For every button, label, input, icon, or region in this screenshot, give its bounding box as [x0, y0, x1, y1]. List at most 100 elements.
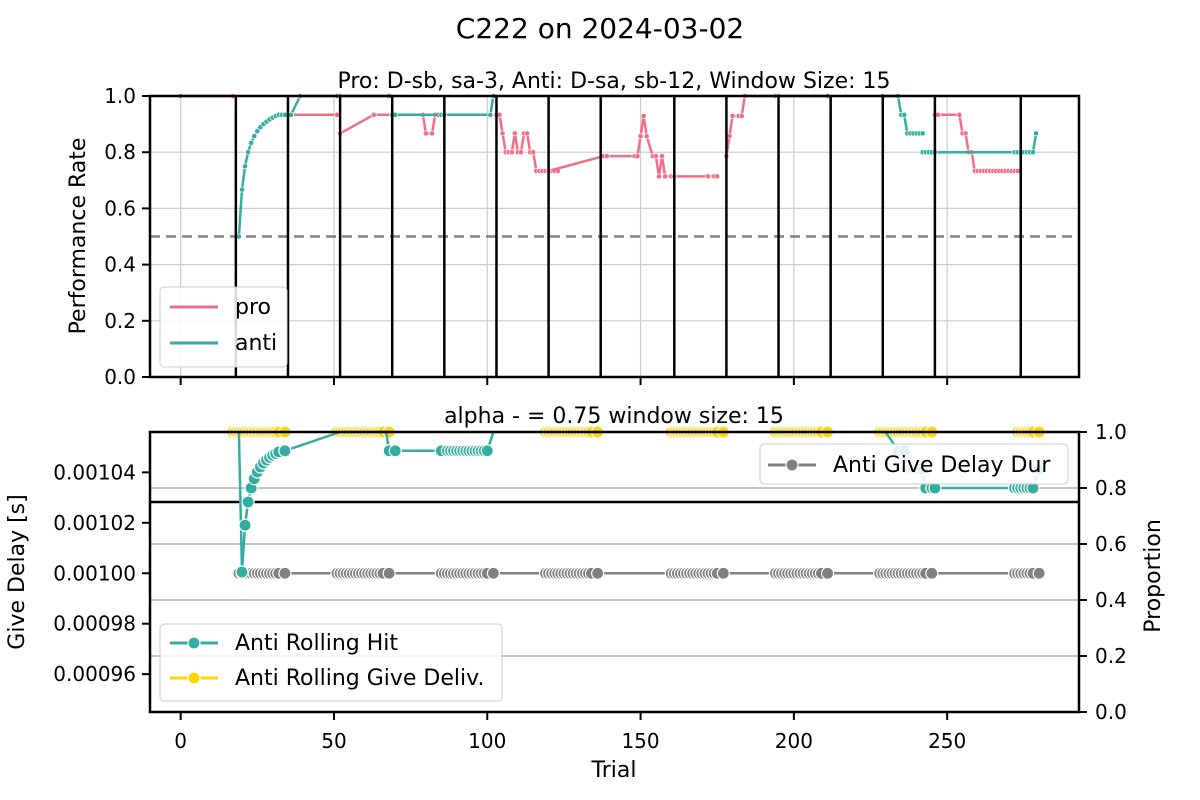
- anti-point: [919, 130, 926, 137]
- pro-point: [530, 149, 537, 156]
- rolling-hit-point: [480, 444, 494, 458]
- give-delay-dur-point: [591, 566, 605, 580]
- proportion-y-tick-label: 0.0: [1095, 700, 1127, 724]
- performance-y-tick-label: 0.6: [104, 196, 136, 220]
- give-delay-dur-point: [820, 566, 835, 580]
- legend-give-delay-dur-marker: [785, 458, 799, 472]
- pro-line-4: [548, 114, 672, 178]
- performance-y-tick-label: 0.8: [104, 140, 136, 164]
- performance-plot-frame: [148, 94, 1081, 379]
- anti-line-0: [237, 113, 285, 237]
- pro-point: [738, 113, 745, 119]
- anti-line-1: [289, 94, 337, 116]
- anti-point: [1033, 130, 1039, 137]
- give-delay-y-tick-label: 0.00100: [53, 561, 136, 585]
- give-delay-x-tick-label: 50: [321, 729, 346, 753]
- anti-point: [239, 186, 245, 193]
- pro-point: [652, 153, 659, 160]
- performance-y-ticks: 0.0 0.2 0.4 0.6 0.8 1.0: [104, 84, 150, 389]
- legend-pro-label: pro: [235, 295, 271, 320]
- rolling-hit-point: [238, 518, 252, 532]
- give-delay-x-tick-label: 0: [174, 729, 187, 753]
- give-delay-x-label: Trial: [591, 758, 637, 783]
- legend-rolling-hit-marker: [187, 636, 201, 650]
- proportion-y-tick-label: 0.6: [1095, 532, 1127, 556]
- give-delay-plot-frame: [148, 430, 1081, 714]
- anti-point: [487, 111, 494, 118]
- legend-anti-label: anti: [235, 331, 277, 356]
- pro-point: [962, 130, 969, 137]
- anti-line-7: [922, 133, 1038, 154]
- pro-point: [956, 111, 963, 118]
- pro-point: [662, 173, 668, 180]
- figure-title: C222 on 2024-03-02: [456, 12, 744, 45]
- give-delay-dur-point: [382, 566, 396, 580]
- pro-point: [508, 149, 515, 156]
- give-delay-y-tick-label: 0.00098: [53, 612, 136, 636]
- pro-point: [603, 153, 610, 160]
- legend-rolling-hit-label: Anti Rolling Hit: [235, 631, 398, 656]
- anti-point: [251, 133, 258, 140]
- pro-point: [634, 153, 641, 160]
- give-delay-x-tick-label: 200: [775, 729, 813, 753]
- anti-line-4: [444, 95, 495, 117]
- give-delay-chart: alpha - = 0.75 window size: 15 0 50 100 150…: [5, 404, 1166, 783]
- pro-point: [656, 173, 662, 180]
- rolling-hit-point: [278, 444, 292, 458]
- rolling-hit-point: [235, 565, 249, 579]
- give-delay-y-tick-label: 0.00096: [53, 662, 136, 686]
- pro-point: [729, 113, 736, 119]
- performance-y-tick-label: 0.0: [104, 365, 136, 389]
- pro-point: [429, 130, 435, 137]
- legend-give-delay-dur-label: Anti Give Delay Dur: [833, 453, 1051, 478]
- proportion-y-tick-label: 1.0: [1095, 420, 1127, 444]
- give-delay-dur-point: [486, 566, 500, 580]
- performance-chart: Pro: D-sb, sa-3, Anti: D-sa, sb-12, Wind…: [66, 69, 1081, 389]
- anti-point: [248, 140, 255, 146]
- legend-rolling-give-marker: [187, 671, 201, 685]
- give-delay-x-tick-label: 100: [468, 729, 506, 753]
- pro-point: [511, 130, 518, 137]
- anti-point: [1030, 149, 1036, 156]
- performance-series: [177, 93, 1039, 240]
- pro-line-8: [934, 113, 991, 173]
- performance-legend: pro anti: [159, 286, 288, 368]
- rolling-hit-point: [241, 495, 255, 509]
- performance-chart-title: Pro: D-sb, sa-3, Anti: D-sa, sb-12, Wind…: [337, 69, 890, 94]
- pro-point: [499, 130, 506, 137]
- pro-line-6: [725, 94, 776, 157]
- give-delay-dur-point: [716, 566, 730, 580]
- pro-point: [518, 149, 524, 156]
- give-delay-y-label: Give Delay [s]: [5, 494, 30, 649]
- anti-point: [245, 149, 252, 156]
- pro-point: [370, 111, 377, 118]
- performance-y-tick-label: 0.2: [104, 309, 136, 333]
- give-delay-dur-point: [1032, 566, 1046, 580]
- performance-y-label: Performance Rate: [66, 138, 91, 335]
- give-delay-x-tick-label: 250: [928, 729, 966, 753]
- proportion-y-ticks: 0.0 0.2 0.4 0.6 0.8 1.0: [1079, 420, 1127, 724]
- give-delay-legend-left: Anti Rolling Hit Anti Rolling Give Deliv…: [159, 623, 503, 702]
- give-delay-dur-point: [278, 566, 292, 580]
- proportion-y-tick-label: 0.4: [1095, 588, 1127, 612]
- anti-point: [254, 128, 261, 135]
- pro-point: [423, 130, 429, 137]
- give-delay-legend-right-box: [759, 443, 1069, 485]
- rolling-hit-point: [388, 444, 402, 458]
- pro-point: [714, 173, 721, 180]
- performance-y-tick-label: 0.4: [104, 253, 136, 277]
- pro-point: [659, 153, 665, 160]
- give-delay-chart-title: alpha - = 0.75 window size: 15: [444, 404, 784, 429]
- performance-y-tick-label: 1.0: [104, 84, 136, 108]
- pro-point: [643, 133, 650, 140]
- legend-rolling-give-label: Anti Rolling Give Deliv.: [235, 666, 484, 691]
- give-delay-y-tick-label: 0.00102: [53, 511, 136, 535]
- give-delay-legend-right: Anti Give Delay Dur: [759, 443, 1069, 485]
- pro-point: [637, 133, 644, 140]
- give-delay-y-tick-label: 0.00104: [53, 460, 136, 484]
- give-delay-dur-point: [925, 566, 939, 580]
- proportion-y-label: Proportion: [1141, 519, 1166, 633]
- block-boundaries: [234, 96, 1022, 377]
- pro-point: [705, 173, 711, 180]
